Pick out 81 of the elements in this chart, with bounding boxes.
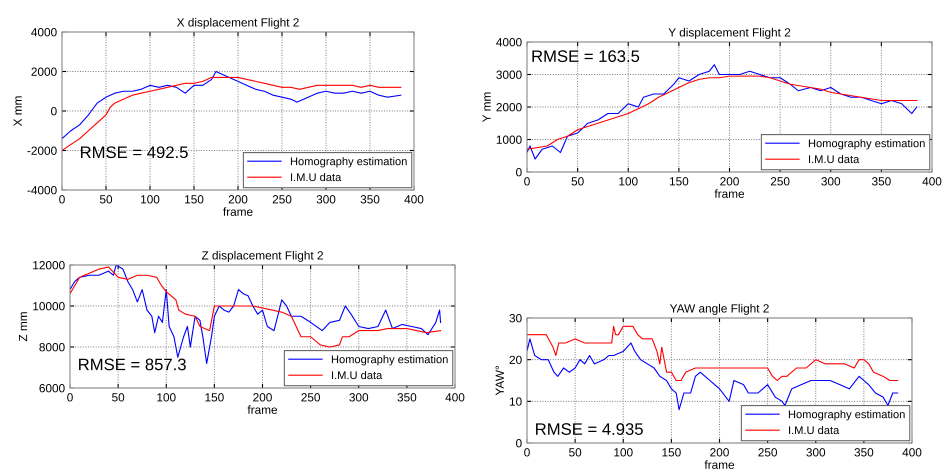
- x-tick-label: 200: [720, 177, 739, 186]
- annotation: RMSE = 857.3: [79, 358, 186, 370]
- x-tick-label: 400: [404, 195, 424, 204]
- x-tick-label: 150: [670, 177, 688, 186]
- legend-label: Homography estimation: [808, 139, 925, 150]
- x-tick-label: 400: [922, 177, 942, 186]
- y-tick-label: 2000: [31, 68, 57, 76]
- y-tick-label: -2000: [27, 146, 57, 155]
- y-tick-label: -4000: [27, 186, 57, 194]
- x-tick-label: 150: [185, 195, 204, 204]
- x-tick-label: 350: [360, 195, 380, 204]
- y-axis-title: X mm: [14, 96, 22, 126]
- y-tick-label: 0: [516, 168, 522, 176]
- y-axis-title: Y mm: [482, 92, 491, 122]
- line-series: [62, 70, 402, 140]
- x-tick-label: 350: [397, 393, 416, 402]
- x-tick-label: 150: [205, 393, 224, 402]
- x-tick-label: 0: [67, 393, 73, 402]
- x-tick-label: 250: [301, 393, 320, 402]
- y-tick-label: 10000: [33, 302, 65, 310]
- legend-label: I.M.U data: [332, 370, 382, 380]
- y-axis-title: Z mm: [18, 312, 28, 342]
- x-tick-label: 100: [614, 448, 633, 457]
- x-tick-label: 400: [445, 393, 464, 402]
- annotation: RMSE = 4.935: [536, 423, 643, 435]
- x-axis-title: frame: [223, 207, 253, 216]
- chart-title: X displacement Flight 2: [176, 18, 299, 29]
- y-tick-label: 0: [51, 107, 57, 116]
- x-tick-label: 0: [524, 177, 530, 186]
- x-tick-label: 300: [806, 448, 826, 457]
- annotation: RMSE = 163.5: [532, 50, 640, 62]
- x-axis-title: frame: [248, 405, 278, 414]
- legend-label: Homography estimation: [332, 355, 448, 366]
- legend-label: Homography estimation: [788, 410, 905, 420]
- y-tick-label: 4000: [496, 38, 522, 46]
- y-tick-label: 10: [510, 397, 522, 406]
- x-tick-label: 350: [872, 177, 891, 186]
- x-tick-label: 150: [662, 448, 681, 457]
- x-tick-label: 50: [572, 177, 584, 186]
- y-tick-label: 30: [509, 314, 522, 322]
- x-tick-label: 50: [112, 393, 124, 402]
- x-tick-label: 300: [316, 195, 336, 204]
- chart-title: Z displacement Flight 2: [202, 250, 323, 262]
- legend-label: I.M.U data: [789, 426, 840, 434]
- x-tick-label: 50: [569, 448, 582, 457]
- x-axis-title: frame: [714, 189, 744, 198]
- y-axis-title: YAW°: [496, 366, 504, 396]
- y-tick-label: 3000: [496, 70, 522, 79]
- x-tick-label: 300: [821, 177, 840, 186]
- x-tick-label: 100: [619, 177, 638, 186]
- legend-label: Homography estimation: [290, 157, 407, 168]
- x-tick-label: 350: [854, 448, 874, 457]
- line-series: [70, 266, 442, 348]
- x-tick-label: 200: [253, 393, 272, 402]
- x-tick-label: 200: [228, 195, 248, 204]
- y-tick-label: 12000: [33, 261, 65, 270]
- y-tick-label: 4000: [31, 28, 57, 36]
- chart-title: Y displacement Flight 2: [668, 28, 790, 39]
- y-tick-label: 0: [516, 439, 522, 448]
- legend-label: I.M.U data: [809, 154, 860, 164]
- line-series: [527, 338, 898, 410]
- x-tick-label: 100: [141, 195, 160, 204]
- y-tick-label: 1000: [496, 136, 522, 144]
- x-tick-label: 400: [902, 448, 922, 457]
- y-tick-label: 8000: [39, 343, 65, 352]
- x-tick-label: 100: [157, 393, 176, 402]
- y-tick-label: 6000: [39, 384, 65, 392]
- x-tick-label: 250: [770, 177, 790, 186]
- x-tick-label: 50: [100, 195, 112, 204]
- x-tick-label: 0: [524, 448, 530, 457]
- chart-title: YAW angle Flight 2: [670, 304, 769, 315]
- x-tick-label: 300: [349, 393, 368, 402]
- y-tick-label: 20: [510, 356, 522, 364]
- x-tick-label: 250: [272, 195, 292, 204]
- y-tick-label: 2000: [496, 103, 522, 112]
- line-series: [527, 326, 898, 382]
- x-tick-label: 250: [758, 448, 778, 457]
- legend-label: I.M.U data: [291, 172, 342, 182]
- x-axis-title: frame: [704, 460, 734, 469]
- x-tick-label: 200: [710, 448, 729, 457]
- annotation: RMSE = 492.5: [80, 146, 188, 158]
